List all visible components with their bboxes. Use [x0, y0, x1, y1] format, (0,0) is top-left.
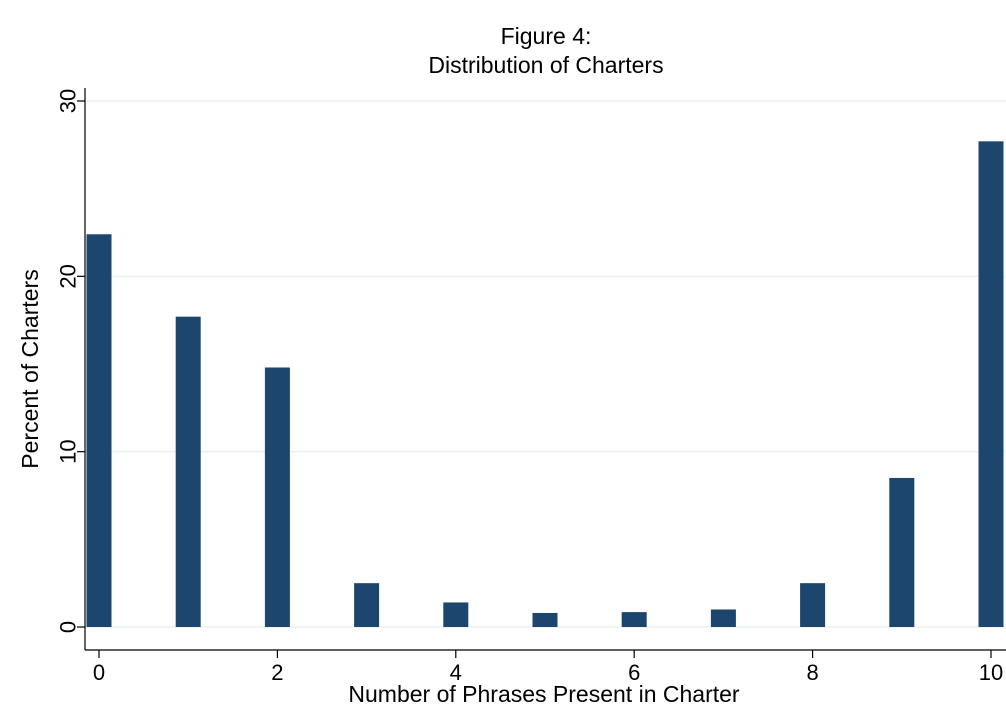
x-axis-ticks: 0 2 4 6 8 10: [93, 650, 1003, 685]
bar-5: [532, 612, 558, 627]
bar-3: [354, 583, 380, 627]
bar-10: [978, 141, 1004, 627]
bar-4: [443, 602, 469, 627]
x-tick-label-0: 0: [93, 660, 105, 685]
bar-9: [889, 477, 915, 627]
chart-subtitle: Distribution of Charters: [428, 52, 663, 78]
x-tick-label-2: 2: [271, 660, 283, 685]
x-tick-label-6: 6: [628, 660, 640, 685]
y-axis-ticks: 0 10 20 30: [56, 89, 85, 633]
gridlines: [85, 100, 1006, 628]
y-tick-label-0: 0: [56, 621, 81, 633]
bar-0: [86, 234, 112, 627]
bars: [86, 141, 1004, 627]
bar-7: [710, 609, 736, 627]
y-tick-label-10: 10: [56, 439, 81, 463]
y-axis-label: Percent of Charters: [17, 269, 43, 468]
x-tick-label-10: 10: [979, 660, 1003, 685]
bar-6: [621, 612, 647, 627]
x-axis-label: Number of Phrases Present in Charter: [348, 681, 740, 707]
bar-8: [800, 583, 826, 627]
y-tick-label-20: 20: [56, 264, 81, 288]
x-tick-label-4: 4: [450, 660, 462, 685]
chart-title: Figure 4:: [501, 23, 592, 49]
bar-1: [175, 316, 201, 627]
bar-2: [264, 367, 290, 627]
x-tick-label-8: 8: [806, 660, 818, 685]
y-tick-label-30: 30: [56, 89, 81, 113]
